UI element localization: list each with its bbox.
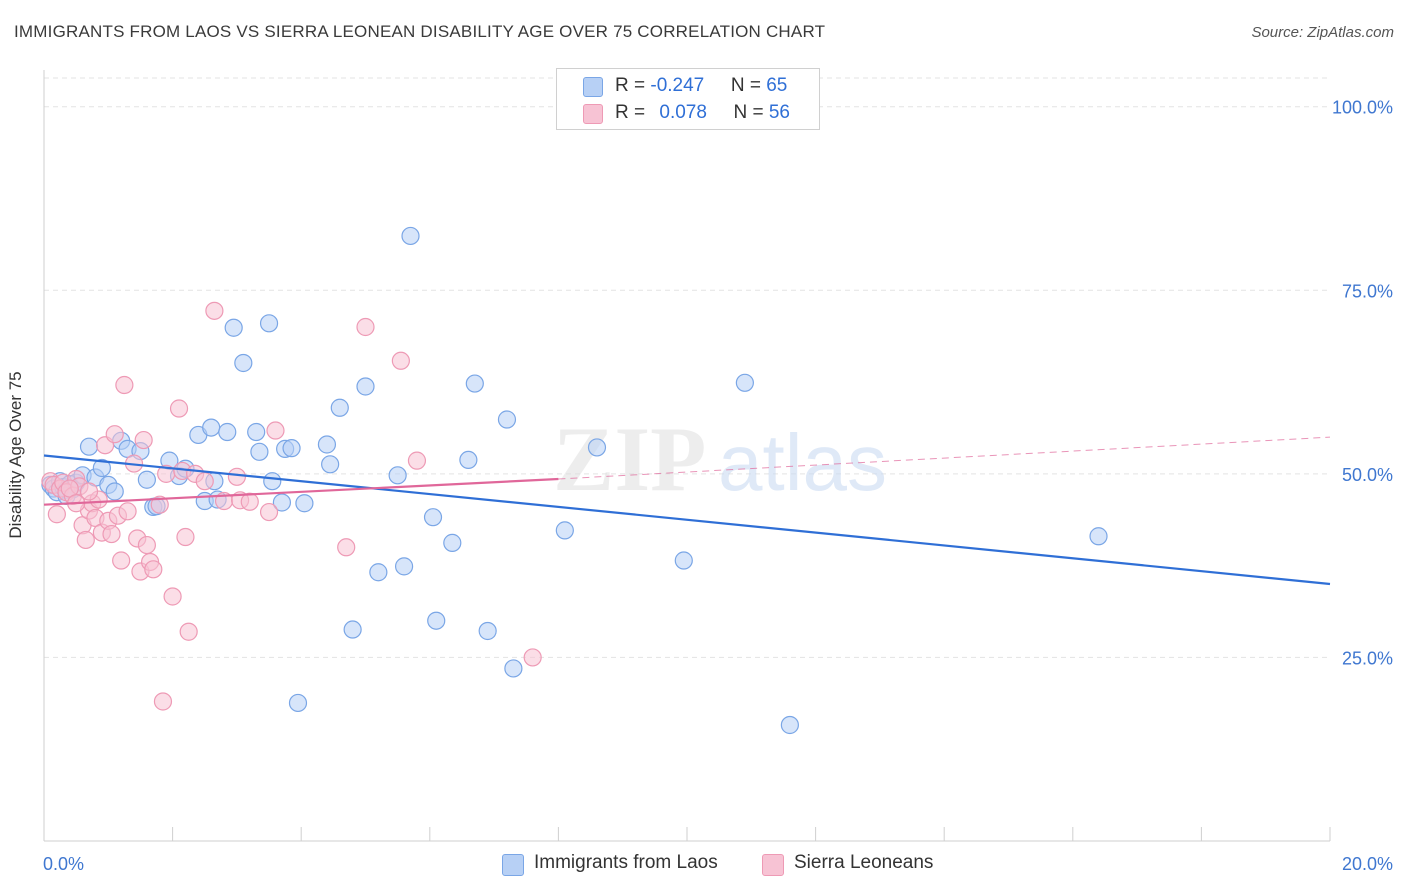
- trendline-sierra: [43, 477, 559, 506]
- point-laos: [388, 466, 407, 485]
- point-laos: [202, 418, 221, 437]
- y-tick-label: 75.0%: [1342, 281, 1393, 301]
- point-laos: [423, 508, 443, 527]
- point-laos: [674, 551, 693, 570]
- legend-n-label: N =: [730, 75, 767, 96]
- point-laos: [427, 611, 446, 630]
- point-sierra: [115, 375, 134, 395]
- point-laos: [780, 715, 799, 735]
- point-laos: [1089, 527, 1108, 546]
- legend-r-value-sierra: 0.078: [659, 102, 707, 123]
- point-sierra: [266, 421, 285, 440]
- point-sierra: [47, 505, 66, 524]
- point-laos: [478, 621, 497, 641]
- point-sierra: [337, 538, 356, 557]
- point-sierra: [523, 648, 542, 667]
- point-laos: [330, 398, 349, 417]
- legend-r-label: R =: [615, 75, 651, 96]
- point-laos: [321, 455, 340, 474]
- point-sierra: [169, 399, 189, 418]
- watermark-zip: ZIP: [553, 408, 706, 510]
- chart-title: IMMIGRANTS FROM LAOS VS SIERRA LEONEAN D…: [14, 22, 826, 41]
- x-tick-label-max: 20.0%: [1342, 854, 1393, 874]
- point-laos: [247, 422, 266, 442]
- y-axis-label: Disability Age Over 75: [6, 371, 25, 539]
- point-sierra: [195, 472, 214, 491]
- point-laos: [263, 472, 282, 491]
- point-laos: [272, 493, 292, 512]
- point-laos: [443, 533, 462, 552]
- point-sierra: [356, 317, 375, 337]
- point-sierra: [391, 351, 410, 370]
- point-sierra: [150, 495, 169, 514]
- legend-r-label: R =: [615, 102, 651, 123]
- point-sierra: [240, 492, 259, 511]
- point-laos: [224, 318, 243, 337]
- y-tick-label: 100.0%: [1332, 98, 1393, 118]
- legend-series: Immigrants from Laos Sierra Leoneans: [0, 852, 1406, 878]
- point-laos: [295, 494, 314, 513]
- point-laos: [282, 439, 301, 458]
- legend-label-sierra: Sierra Leoneans: [794, 852, 934, 873]
- point-sierra: [76, 530, 95, 550]
- legend-swatch-sierra: [583, 104, 603, 124]
- point-laos: [317, 435, 337, 454]
- point-sierra: [205, 301, 224, 320]
- point-sierra: [176, 527, 195, 547]
- trendline-sierra-extension: [558, 436, 1331, 480]
- point-sierra: [259, 502, 279, 522]
- point-laos: [369, 563, 388, 582]
- point-laos: [250, 442, 269, 461]
- point-laos: [497, 410, 517, 429]
- point-sierra: [105, 425, 124, 444]
- legend-n-value-sierra: 56: [768, 102, 790, 123]
- trendline-laos: [43, 454, 1331, 586]
- source-label: Source: ZipAtlas.com: [1251, 24, 1394, 41]
- point-laos: [394, 557, 414, 576]
- point-laos: [288, 693, 308, 713]
- legend-swatch-laos: [583, 77, 603, 97]
- legend-r-value-laos: -0.247: [650, 75, 705, 96]
- point-laos: [259, 314, 279, 333]
- point-laos: [234, 353, 253, 373]
- x-tick-label-min: 0.0%: [43, 854, 84, 874]
- point-sierra: [407, 451, 427, 470]
- point-sierra: [144, 560, 163, 579]
- point-laos: [504, 659, 523, 678]
- point-laos: [356, 377, 375, 396]
- point-laos: [343, 620, 362, 639]
- point-sierra: [102, 524, 121, 544]
- legend-stats: R = -0.247 N = 65 R = 0.078 N = 56: [556, 68, 820, 130]
- point-laos: [401, 226, 420, 246]
- y-tick-label: 25.0%: [1342, 648, 1393, 668]
- point-laos: [735, 373, 754, 392]
- point-sierra: [112, 551, 131, 570]
- point-laos: [137, 470, 156, 489]
- point-laos: [218, 422, 237, 442]
- legend-n-value-laos: 65: [766, 75, 788, 96]
- point-sierra: [227, 467, 246, 486]
- point-laos: [459, 450, 478, 470]
- point-laos: [105, 482, 124, 501]
- legend-n-label: N =: [733, 102, 769, 123]
- legend-label-laos: Immigrants from Laos: [534, 852, 718, 873]
- point-sierra: [179, 622, 198, 641]
- point-laos: [92, 458, 111, 478]
- point-sierra: [153, 692, 173, 711]
- y-axis-label-wrapper: Disability Age Over 75: [6, 371, 36, 538]
- point-sierra: [118, 502, 137, 521]
- point-laos: [587, 438, 607, 457]
- point-laos: [465, 374, 484, 393]
- point-sierra: [163, 587, 182, 606]
- point-sierra: [79, 482, 99, 501]
- point-laos: [555, 521, 574, 540]
- point-laos: [79, 437, 99, 456]
- legend-swatch-laos: [502, 854, 524, 876]
- point-sierra: [137, 535, 156, 555]
- legend-swatch-sierra: [762, 854, 784, 876]
- y-tick-label: 50.0%: [1342, 465, 1393, 485]
- point-sierra: [134, 430, 153, 450]
